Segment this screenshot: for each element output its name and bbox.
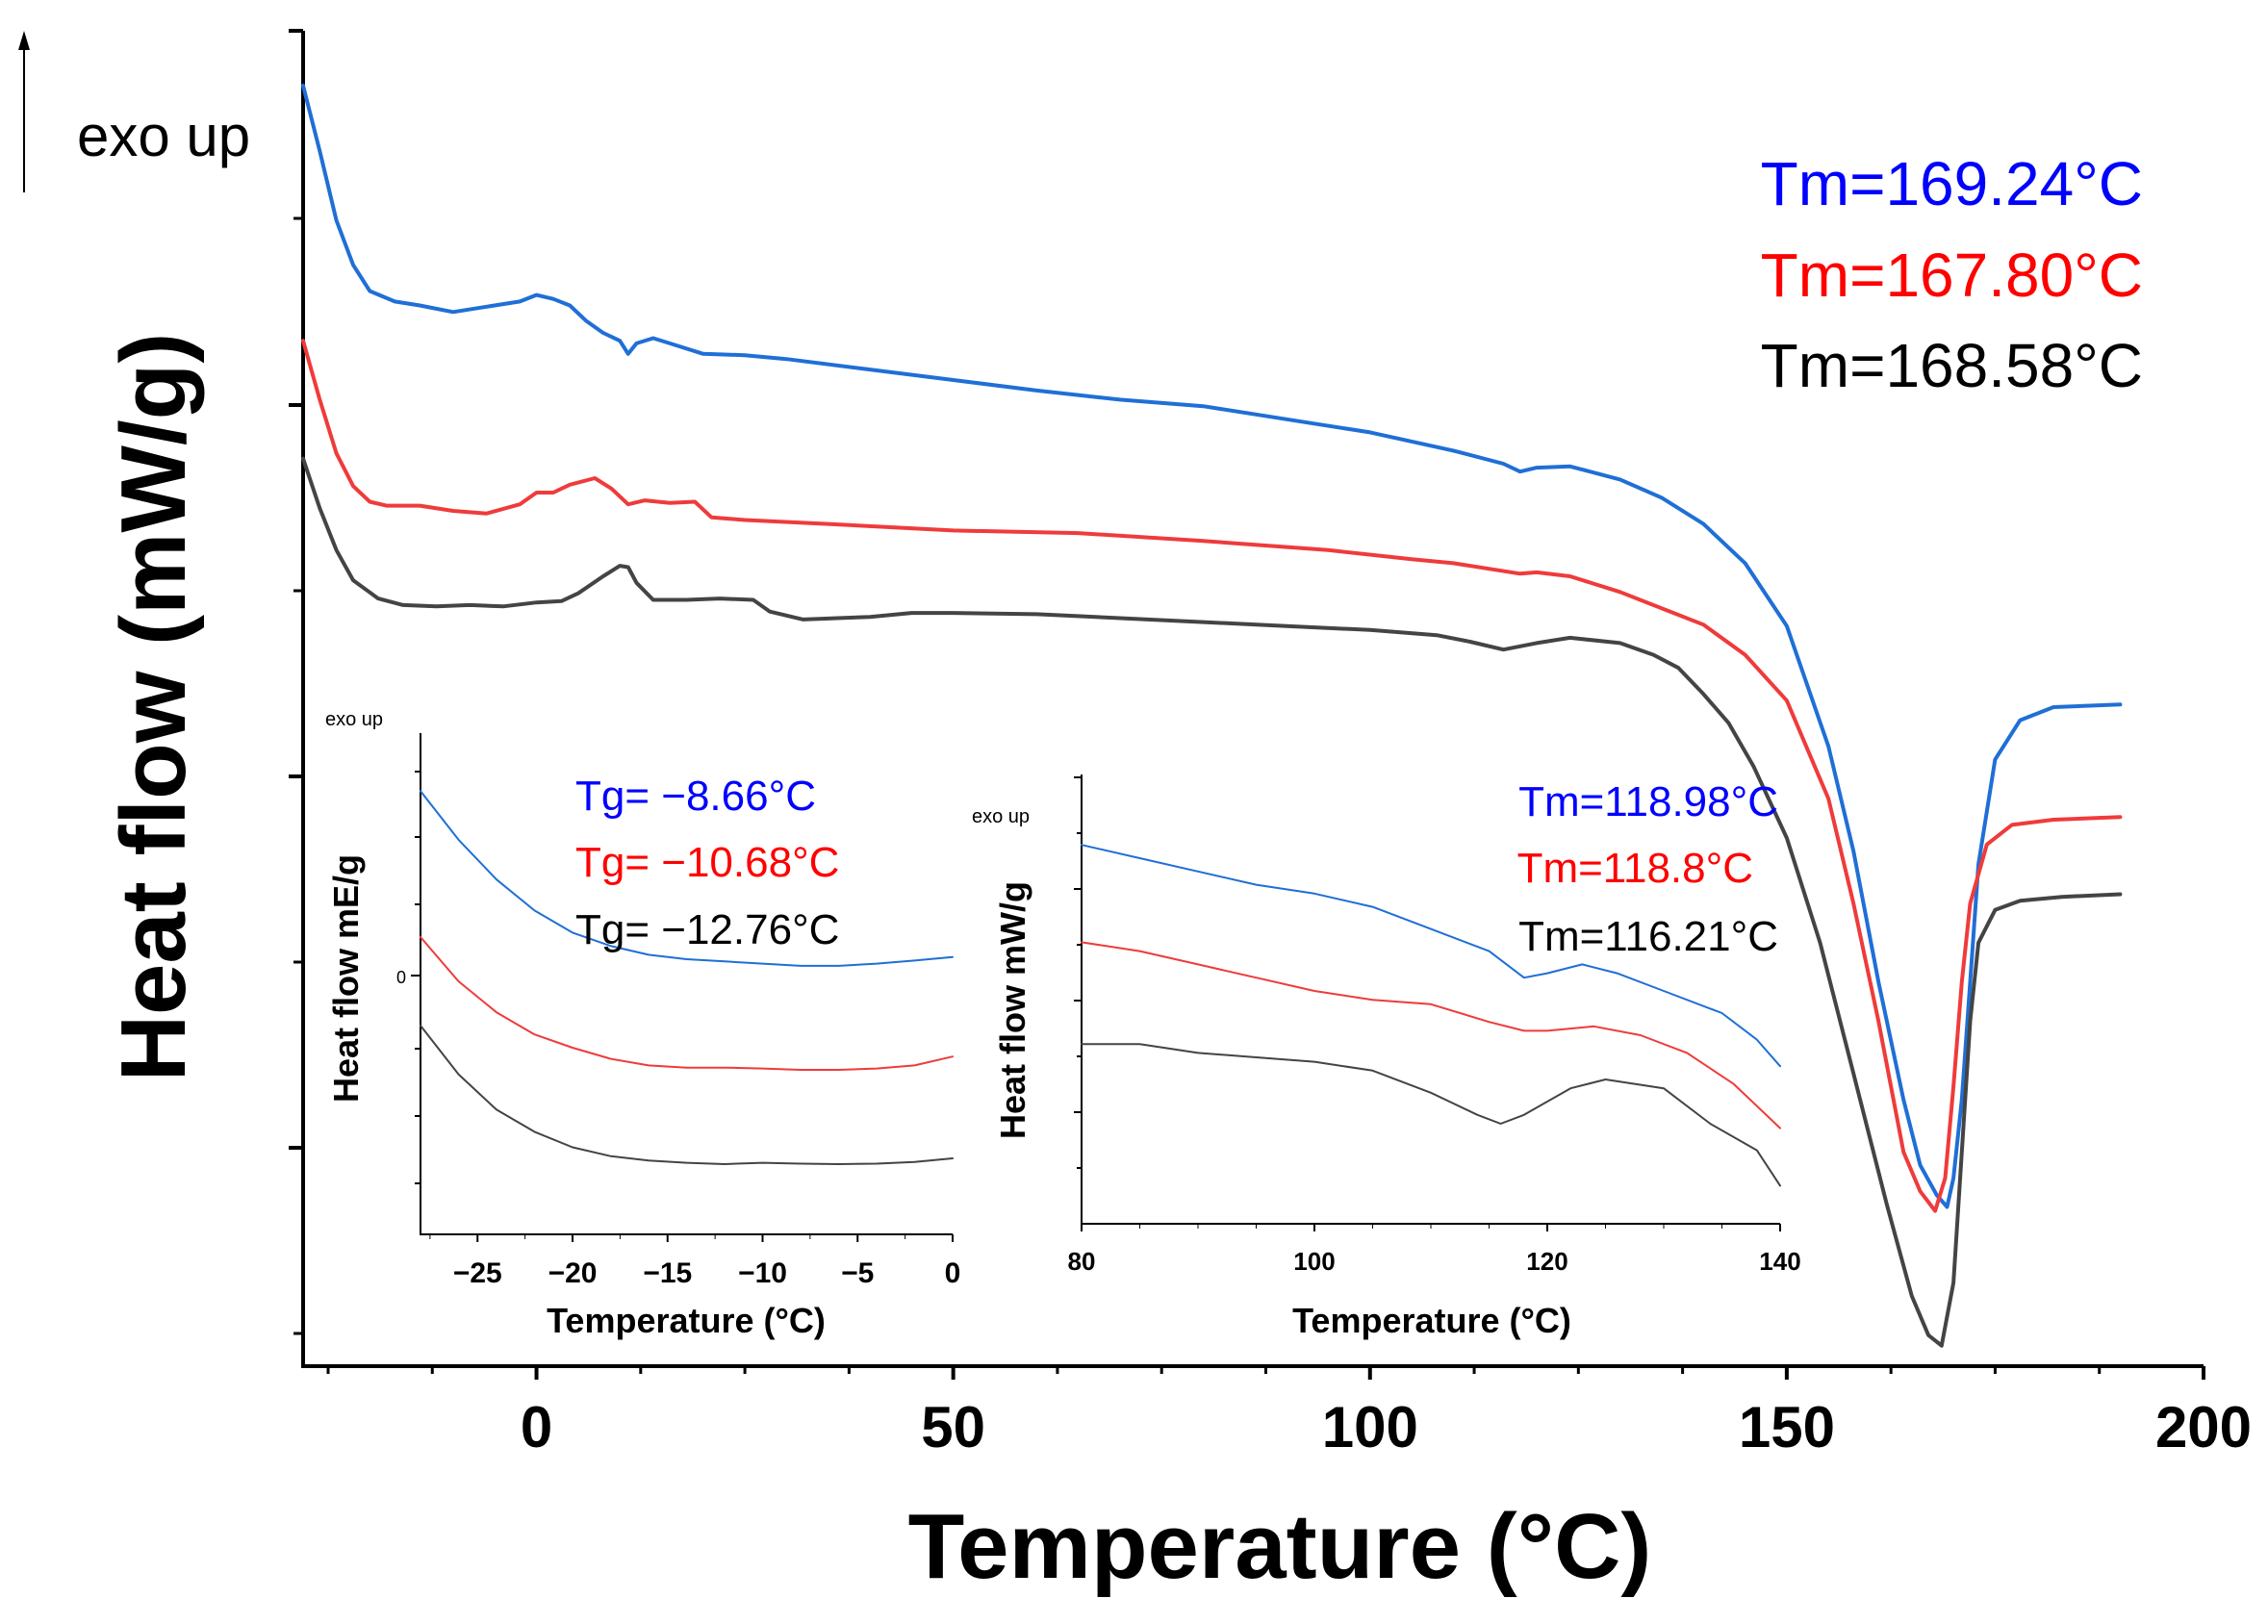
inset2-tm-annotation-red: Tm=118.8°C [1517, 845, 1753, 892]
inset1-x-tick-label: −15 [643, 1257, 692, 1289]
inset2-x-tick-label: 120 [1526, 1247, 1567, 1276]
inset1-x-tick-label: −25 [453, 1257, 502, 1289]
inset2-tm-annotation-black: Tm=116.21°C [1518, 913, 1778, 960]
main-tm-annotation-black: Tm=168.58°C [1761, 331, 2143, 400]
main-x-axis-label: Temperature (°C) [908, 1495, 1652, 1598]
inset1-series [420, 790, 954, 1165]
inset1-tg-annotation-blue: Tg= −8.66°C [575, 773, 816, 820]
inset1-tg-annotation-black: Tg= −12.76°C [575, 906, 839, 953]
main-x-tick-label: 150 [1739, 1395, 1835, 1459]
inset2-y-axis-label: Heat flow mW/g [993, 881, 1032, 1139]
main-series-blue [301, 84, 2123, 1209]
inset2-exo-up-label: exo up [972, 806, 1030, 827]
inset1-x-tick-label: −10 [738, 1257, 787, 1289]
inset1-y-tick-label: 0 [396, 968, 406, 987]
inset2-x-tick-label: 100 [1293, 1247, 1335, 1276]
main-series [301, 84, 2123, 1348]
inset1-series-red [420, 936, 954, 1071]
inset1-x-tick-label: −20 [548, 1257, 598, 1289]
main-tm-annotation-red: Tm=167.80°C [1761, 241, 2143, 310]
inset1-series-blue [420, 790, 954, 967]
main-x-tick-label: 50 [921, 1395, 985, 1459]
inset2-series-blue [1081, 844, 1781, 1068]
inset1-exo-up-label: exo up [325, 709, 383, 730]
inset2-tm-annotation-blue: Tm=118.98°C [1518, 778, 1778, 825]
main-x-ticks: 0 50 100 150 200 [326, 1366, 2252, 1459]
inset2-series-black [1081, 1043, 1781, 1187]
exo-up-label: exo up [77, 104, 250, 168]
inset1-tg-annotation-red: Tg= −10.68°C [575, 839, 839, 886]
main-x-tick-label: 0 [521, 1395, 552, 1459]
inset1-x-axis-label: Temperature (°C) [547, 1301, 826, 1340]
inset1-x-tick-label: 0 [945, 1257, 961, 1289]
inset2-series-red [1081, 941, 1781, 1129]
inset1-series-black [420, 1025, 954, 1165]
inset2-x-tick-label: 80 [1068, 1247, 1096, 1276]
inset1: exo up 0 −25 −20 −15 −10 −5 0 Temperature (°C… [325, 709, 960, 1340]
inset1-x-tick-label: −5 [841, 1257, 874, 1289]
inset2: exo up 80 100 120 140 Temperature (°C) Heat… [972, 774, 1801, 1340]
main-y-ticks [289, 29, 303, 1335]
inset1-y-ticks [411, 771, 420, 1184]
main-x-tick-label: 100 [1322, 1395, 1418, 1459]
inset2-x-ticks: 80 100 120 140 [1068, 1224, 1801, 1276]
inset1-y-axis-label: Heat flow mE/g [326, 854, 366, 1103]
main-axes: 0 50 100 150 200 [289, 29, 2252, 1459]
main-series-black [301, 456, 2123, 1348]
inset2-x-tick-label: 140 [1759, 1247, 1800, 1276]
main-series-red [301, 339, 2123, 1213]
exo-arrow-head [18, 31, 30, 50]
main-tm-annotation-blue: Tm=169.24°C [1761, 149, 2143, 218]
main-y-axis-label: Heat flow (mW/g) [102, 333, 205, 1082]
inset2-x-axis-label: Temperature (°C) [1292, 1301, 1571, 1340]
main-x-tick-label: 200 [2155, 1395, 2252, 1459]
inset2-series [1081, 844, 1781, 1187]
inset2-y-ticks [1074, 776, 1082, 1169]
inset1-x-ticks: −25 −20 −15 −10 −5 0 [429, 1234, 961, 1289]
